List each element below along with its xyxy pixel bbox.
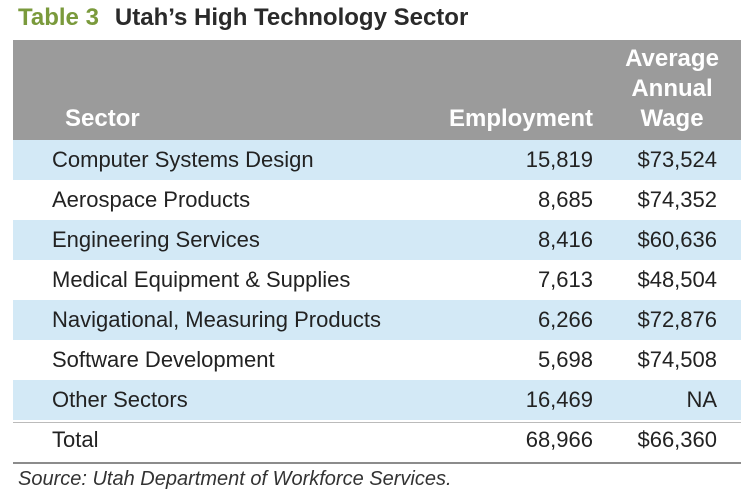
table-title-text: Utah’s High Technology Sector — [114, 4, 469, 31]
cell-sector: Other Sectors — [52, 387, 188, 412]
header-employment: Employment — [448, 105, 593, 132]
header-sector: Sector — [65, 105, 140, 132]
table-row: Computer Systems Design 15,819 $73,524 — [13, 140, 741, 180]
table-row: Aerospace Products 8,685 $74,352 — [13, 180, 741, 220]
source-note: Source: Utah Department of Workforce Ser… — [18, 468, 452, 490]
cell-wage: $74,508 — [637, 347, 717, 372]
cell-sector: Software Development — [52, 347, 275, 372]
cell-sector: Engineering Services — [52, 227, 260, 252]
header-wage-line3: Wage — [640, 105, 704, 132]
table-row: Engineering Services 8,416 $60,636 — [13, 220, 741, 260]
cell-wage: $72,876 — [637, 307, 717, 332]
cell-wage: NA — [686, 387, 717, 412]
header-wage-line1: Average — [625, 45, 719, 72]
table-body: Computer Systems Design 15,819 $73,524 A… — [13, 140, 741, 460]
cell-employment: 8,416 — [537, 227, 593, 252]
cell-sector: Aerospace Products — [52, 187, 251, 212]
table-title: Table 3 Utah’s High Technology Sector — [18, 4, 468, 36]
cell-employment: 7,613 — [537, 267, 593, 292]
cell-sector: Navigational, Measuring Products — [52, 307, 381, 332]
table-row: Other Sectors 16,469 NA — [13, 380, 741, 420]
table-row: Navigational, Measuring Products 6,266 $… — [13, 300, 741, 340]
high-tech-sector-table: Sector Employment Average Annual Wage Co… — [13, 40, 741, 460]
cell-wage: $48,504 — [637, 267, 717, 292]
table-row: Medical Equipment & Supplies 7,613 $48,5… — [13, 260, 741, 300]
cell-sector-total: Total — [52, 427, 99, 452]
cell-employment: 5,698 — [537, 347, 593, 372]
table-bottom-rule — [13, 462, 741, 464]
header-average-annual-wage: Average Annual Wage — [593, 40, 741, 140]
header-row: Sector Employment Average Annual Wage — [13, 40, 741, 140]
cell-employment: 15,819 — [525, 147, 593, 172]
cell-employment: 8,685 — [537, 187, 593, 212]
data-table-container: Sector Employment Average Annual Wage Co… — [13, 40, 741, 460]
total-divider — [13, 422, 741, 423]
cell-employment: 6,266 — [537, 307, 593, 332]
cell-sector: Computer Systems Design — [52, 147, 314, 172]
table-row: Software Development 5,698 $74,508 — [13, 340, 741, 380]
header-wage-line2: Annual — [631, 75, 713, 102]
total-row: Total 68,966 $66,360 — [13, 420, 741, 460]
cell-wage: $60,636 — [637, 227, 717, 252]
cell-sector: Medical Equipment & Supplies — [52, 267, 351, 292]
table-number-label: Table 3 — [18, 4, 99, 31]
cell-employment-total: 68,966 — [525, 427, 593, 452]
table-header: Sector Employment Average Annual Wage — [13, 40, 741, 140]
cell-wage: $73,524 — [637, 147, 717, 172]
cell-wage: $74,352 — [637, 187, 717, 212]
cell-wage-total: $66,360 — [637, 427, 717, 452]
cell-employment: 16,469 — [525, 387, 593, 412]
